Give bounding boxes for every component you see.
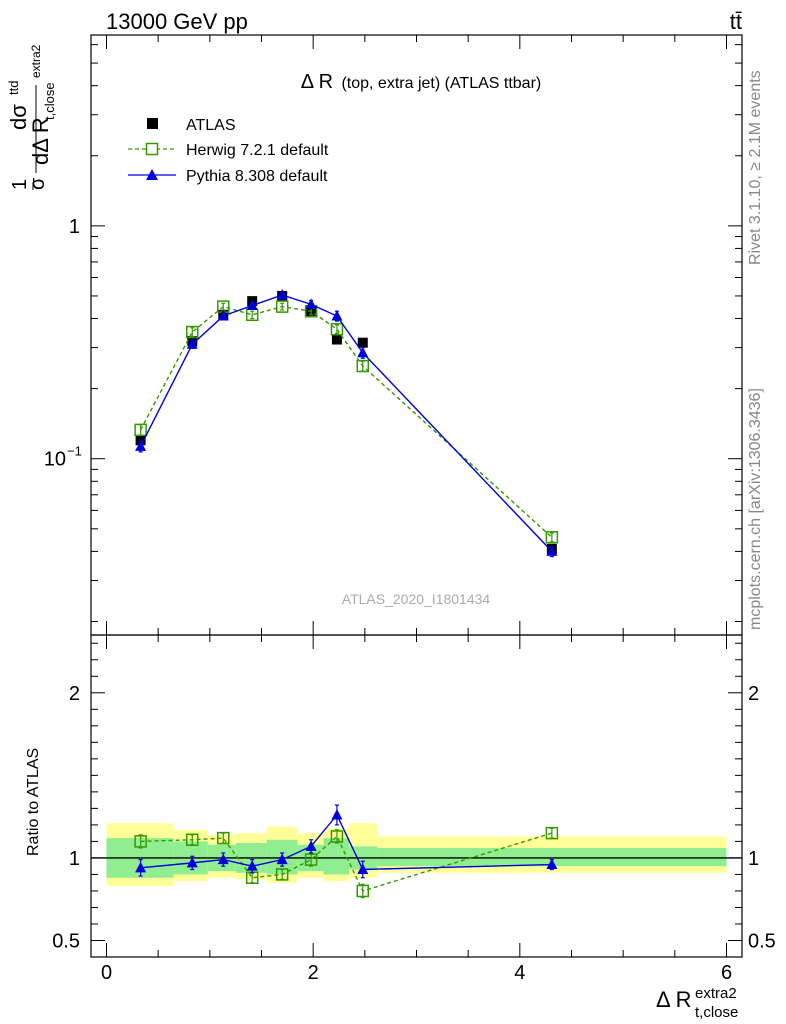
header-left: 13000 GeV pp (106, 9, 248, 34)
herwig-point (186, 325, 199, 339)
pythia-ratio-point (305, 840, 317, 851)
ratio-y-tick-label-right: 2 (748, 683, 759, 705)
atlas-point (331, 334, 342, 345)
herwig-ratio-point (134, 835, 147, 848)
watermark: ATLAS_2020_I1801434 (342, 591, 491, 607)
herwig-ratio-point (356, 884, 370, 898)
legend-label-pythia: Pythia 8.308 default (186, 168, 328, 185)
ratio-frame (90, 634, 743, 958)
herwig-point (245, 308, 259, 322)
pythia-ratio-point (135, 861, 147, 873)
ratio-y-tick-label-left: 2 (69, 683, 80, 705)
legend-entry-herwig: Herwig 7.2.1 default (128, 142, 329, 159)
x-tick-label: 4 (514, 962, 525, 984)
pythia-ratio-point (217, 853, 229, 865)
pythia-point (217, 310, 229, 321)
pythia-line (139, 294, 553, 552)
herwig-point (275, 300, 289, 313)
mcplots-label: mcplots.cern.ch [arXiv:1306.3436] (747, 388, 764, 630)
y-tick-label: 10 (44, 449, 66, 471)
pythia-point (357, 346, 369, 358)
herwig-point (545, 531, 559, 544)
y-label-den: dΔ R (28, 117, 53, 165)
header-right: tt̄ (730, 9, 742, 34)
pythia-ratio-point (186, 856, 198, 868)
y-label-num: dσ (6, 104, 31, 130)
plot-title-main: Δ R (301, 71, 333, 93)
y-label-den-sup: extra2 (29, 44, 43, 78)
ratio-y-tick-label-right: 1 (748, 848, 759, 870)
main-panel (134, 288, 559, 558)
main-y-axis-label: 1 dσ ttd σ dΔ R t,close extra2 (6, 44, 57, 190)
rivet-label: Rivet 3.1.10, ≥ 2.1M events (747, 70, 764, 265)
y-tick-label: 1 (69, 216, 80, 238)
herwig-ratio-point (330, 830, 344, 843)
pythia-ratio-point (546, 858, 558, 870)
x-tick-label: 2 (308, 962, 319, 984)
pythia-point (331, 310, 343, 321)
atlas-point (135, 435, 146, 446)
herwig-point (330, 322, 344, 336)
ratio-y-tick-label-left: 0.5 (52, 930, 80, 952)
x-axis-label: Δ R extra2 t,close (656, 985, 738, 1021)
ratio-y-tick-label-left: 1 (69, 848, 80, 870)
x-tick-label: 0 (101, 962, 112, 984)
pythia-ratio-point (246, 860, 258, 871)
pythia-point (186, 338, 198, 349)
pythia-point (546, 545, 558, 556)
pythia-point (135, 440, 147, 451)
herwig-ratio-point (275, 868, 289, 881)
x-label-sub: t,close (695, 1004, 738, 1021)
legend-entry-pythia: Pythia 8.308 default (128, 168, 328, 185)
herwig-ratio-point (186, 833, 199, 847)
pythia-point (276, 288, 288, 300)
pythia-point (305, 298, 317, 309)
plot-title: Δ R (top, extra jet) (ATLAS ttbar) (301, 71, 541, 93)
legend: ATLAS Herwig 7.2.1 default Pythia 8.308 … (128, 117, 329, 185)
y-label-den-sub: t,close (42, 82, 57, 120)
pythia-ratio-point (331, 808, 343, 820)
herwig-point (134, 423, 147, 437)
legend-label-herwig: Herwig 7.2.1 default (186, 142, 329, 159)
herwig-ratio-point (245, 871, 259, 884)
herwig-line (139, 305, 553, 538)
ratio-y-tick-label-right: 0.5 (748, 930, 776, 952)
pythia-ratio-point (276, 853, 288, 865)
y-label-den-pre: σ (27, 177, 49, 190)
herwig-ratio-point (545, 826, 559, 840)
x-label-sup: extra2 (695, 985, 737, 1002)
y-label-num-sup: ttd (6, 81, 21, 95)
ratio-y-axis-label: Ratio to ATLAS (25, 748, 42, 856)
legend-entry-atlas: ATLAS (147, 117, 236, 134)
pythia-ratio-point (357, 863, 369, 874)
herwig-point (356, 359, 370, 373)
x-tick-label: 6 (721, 962, 732, 984)
y-label-pre: 1 (9, 179, 31, 190)
atlas-point (357, 337, 368, 348)
herwig-ratio-point (217, 831, 230, 845)
plot-title-sub: (top, extra jet) (ATLAS ttbar) (341, 75, 541, 92)
x-label-main: Δ R (656, 987, 691, 1012)
ratio-panel (91, 804, 742, 899)
herwig-ratio-point (304, 853, 318, 866)
y-tick-label-exp: −1 (67, 444, 82, 459)
axes: 0 2 4 6 10 −1 1 0.5 0.5 1 1 2 2 (44, 34, 776, 984)
pythia-point (246, 299, 258, 310)
ratio-band-inner (377, 848, 727, 867)
legend-label-atlas: ATLAS (186, 117, 236, 134)
